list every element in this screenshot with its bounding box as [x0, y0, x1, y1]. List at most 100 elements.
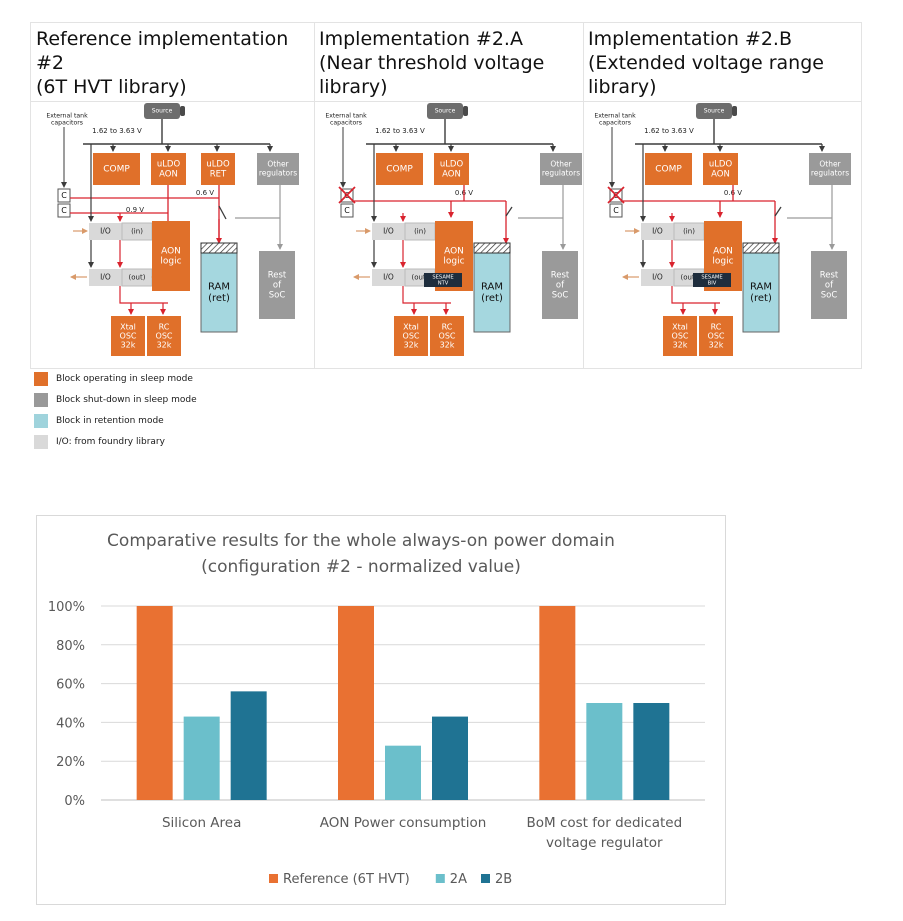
legend-swatch	[34, 372, 48, 386]
xtal-osc-block: Xtal OSC 32k	[663, 316, 697, 356]
rest-of-soc-block-label: Rest of SoC	[551, 271, 570, 301]
other-regulators-block: Other regulators	[809, 153, 851, 185]
uldo-aon-block-shape	[151, 153, 186, 185]
switch-blade	[218, 205, 227, 220]
io-in-tag: (in)	[404, 222, 436, 241]
capacitor-1-shape	[57, 188, 71, 203]
comp-block-label: COMP	[655, 165, 682, 175]
x-category-label: voltage regulator	[546, 835, 663, 851]
other-regulators-block-label: Other regulators	[542, 160, 580, 178]
ram-block-label: RAM (ret)	[208, 281, 230, 304]
y-tick-label: 20%	[56, 755, 85, 770]
ram-block-label: RAM (ret)	[481, 281, 503, 304]
legend-label: Block in retention mode	[56, 416, 164, 426]
aon-logic-block-label: AON logic	[443, 246, 464, 266]
panel-title: Implementation #2.A (Near threshold volt…	[319, 28, 545, 98]
bar-reference-6t-hvt-	[136, 606, 173, 800]
power-switch-icon	[218, 205, 227, 220]
ram-block-shape	[473, 251, 511, 333]
battery-source-icon: Source	[427, 103, 468, 119]
uldo-aon-block: uLDO AON	[151, 153, 186, 185]
io-in-block-shape	[372, 223, 405, 240]
rest-of-soc-block-shape	[542, 251, 578, 319]
removed-capacitor-cross-icon	[607, 186, 625, 204]
x-category-label: Silicon Area	[162, 815, 241, 831]
capacitor-2: C	[57, 203, 71, 218]
xtal-osc-block-shape	[663, 316, 697, 356]
io-out-tag-label: (out)	[681, 274, 698, 282]
rc-osc-block: RC OSC 32k	[147, 316, 181, 356]
legend-label: Block operating in sleep mode	[56, 374, 193, 384]
other-regulators-block: Other regulators	[540, 153, 582, 185]
rc-osc-block: RC OSC 32k	[430, 316, 464, 356]
io-in-block-label: I/O	[383, 227, 394, 236]
cross-b	[338, 186, 356, 204]
legend-label: 2B	[495, 872, 512, 887]
bar-chart: Comparative results for the whole always…	[48, 531, 705, 887]
battery-tip	[180, 106, 185, 116]
uldo-aon-block-label: uLDO AON	[440, 160, 464, 180]
uldo-aon-block-shape	[434, 153, 469, 185]
chart-legend-item: 2B	[481, 872, 512, 887]
other-regulators-block-label: Other regulators	[811, 160, 849, 178]
xtal-osc-block-label: Xtal OSC 32k	[403, 322, 420, 349]
osc-bus	[402, 286, 451, 304]
legend-swatch	[34, 414, 48, 428]
battery-body	[144, 103, 180, 119]
rc-osc-block-label: RC OSC 32k	[439, 322, 456, 349]
legend-swatch	[34, 393, 48, 407]
capacitor-2-shape	[609, 203, 623, 218]
uldo-aon-block-label: uLDO AON	[709, 160, 733, 180]
io-in-block-shape	[89, 223, 122, 240]
ram-block-label: RAM (ret)	[750, 281, 772, 304]
legend-swatch	[481, 874, 490, 883]
rc-osc-block-shape	[699, 316, 733, 356]
comp-block-label: COMP	[386, 165, 413, 175]
ram-block: RAM (ret)	[200, 251, 238, 333]
sesame-badge: SESAME BIV	[693, 273, 731, 287]
io-in-tag: (in)	[121, 222, 153, 241]
io-in-block-label: I/O	[100, 227, 111, 236]
legend-swatch	[435, 874, 445, 883]
bar-2a	[586, 703, 623, 800]
sesame-badge-label: SESAME BIV	[701, 275, 722, 287]
aon-logic-block: AON logic	[152, 221, 190, 291]
rest-of-soc-block: Rest of SoC	[811, 251, 847, 319]
removed-capacitor-cross-icon	[338, 186, 356, 204]
rc-osc-block-shape	[147, 316, 181, 356]
capacitor-2-shape	[340, 203, 354, 218]
io-out-block-shape	[641, 269, 674, 286]
legend-label: I/O: from foundry library	[56, 437, 165, 447]
bar-2a	[385, 745, 421, 800]
comp-block-label: COMP	[103, 165, 130, 175]
comp-block-shape	[645, 153, 692, 185]
panel-2b: Implementation #2.B (Extended voltage ra…	[583, 23, 861, 368]
v09-label: 0.9 V	[126, 206, 144, 214]
ram-retention-hatch	[200, 242, 238, 254]
uldo-ret-block-label: uLDO RET	[206, 160, 230, 180]
other-regulators-block: Other regulators	[257, 153, 299, 185]
source-label: Source	[704, 108, 725, 115]
io-in-block-shape	[641, 223, 674, 240]
uldo-ret-block-shape	[201, 153, 235, 185]
bar-reference-6t-hvt-	[539, 606, 576, 800]
ram-retention-hatch	[473, 242, 511, 254]
chart-legend-item: Reference (6T HVT)	[269, 872, 410, 887]
uldo-aon-block: uLDO AON	[703, 153, 738, 185]
v06-label: 0.6 V	[196, 189, 214, 197]
switch-blade	[774, 206, 782, 217]
tank-label: External tank capacitors	[594, 113, 636, 127]
panel-title: Implementation #2.B (Extended voltage ra…	[588, 28, 824, 98]
other-regulators-block-shape	[540, 153, 582, 185]
chart-title: Comparative results for the whole always…	[107, 531, 615, 551]
io-out-tag-label: (out)	[412, 274, 429, 282]
io-in-block: I/O	[89, 223, 122, 240]
xtal-osc-block: Xtal OSC 32k	[394, 316, 428, 356]
xtal-osc-block-label: Xtal OSC 32k	[672, 322, 689, 349]
legend-label: Block shut-down in sleep mode	[56, 395, 197, 405]
xtal-osc-block-shape	[111, 316, 145, 356]
implementation-comparison-table: Reference implementation #2 (6T HVT libr…	[30, 22, 862, 369]
power-switch-icon	[774, 206, 782, 217]
sesame-badge: SESAME NTV	[424, 273, 462, 287]
capacitor-2: C	[340, 203, 354, 218]
